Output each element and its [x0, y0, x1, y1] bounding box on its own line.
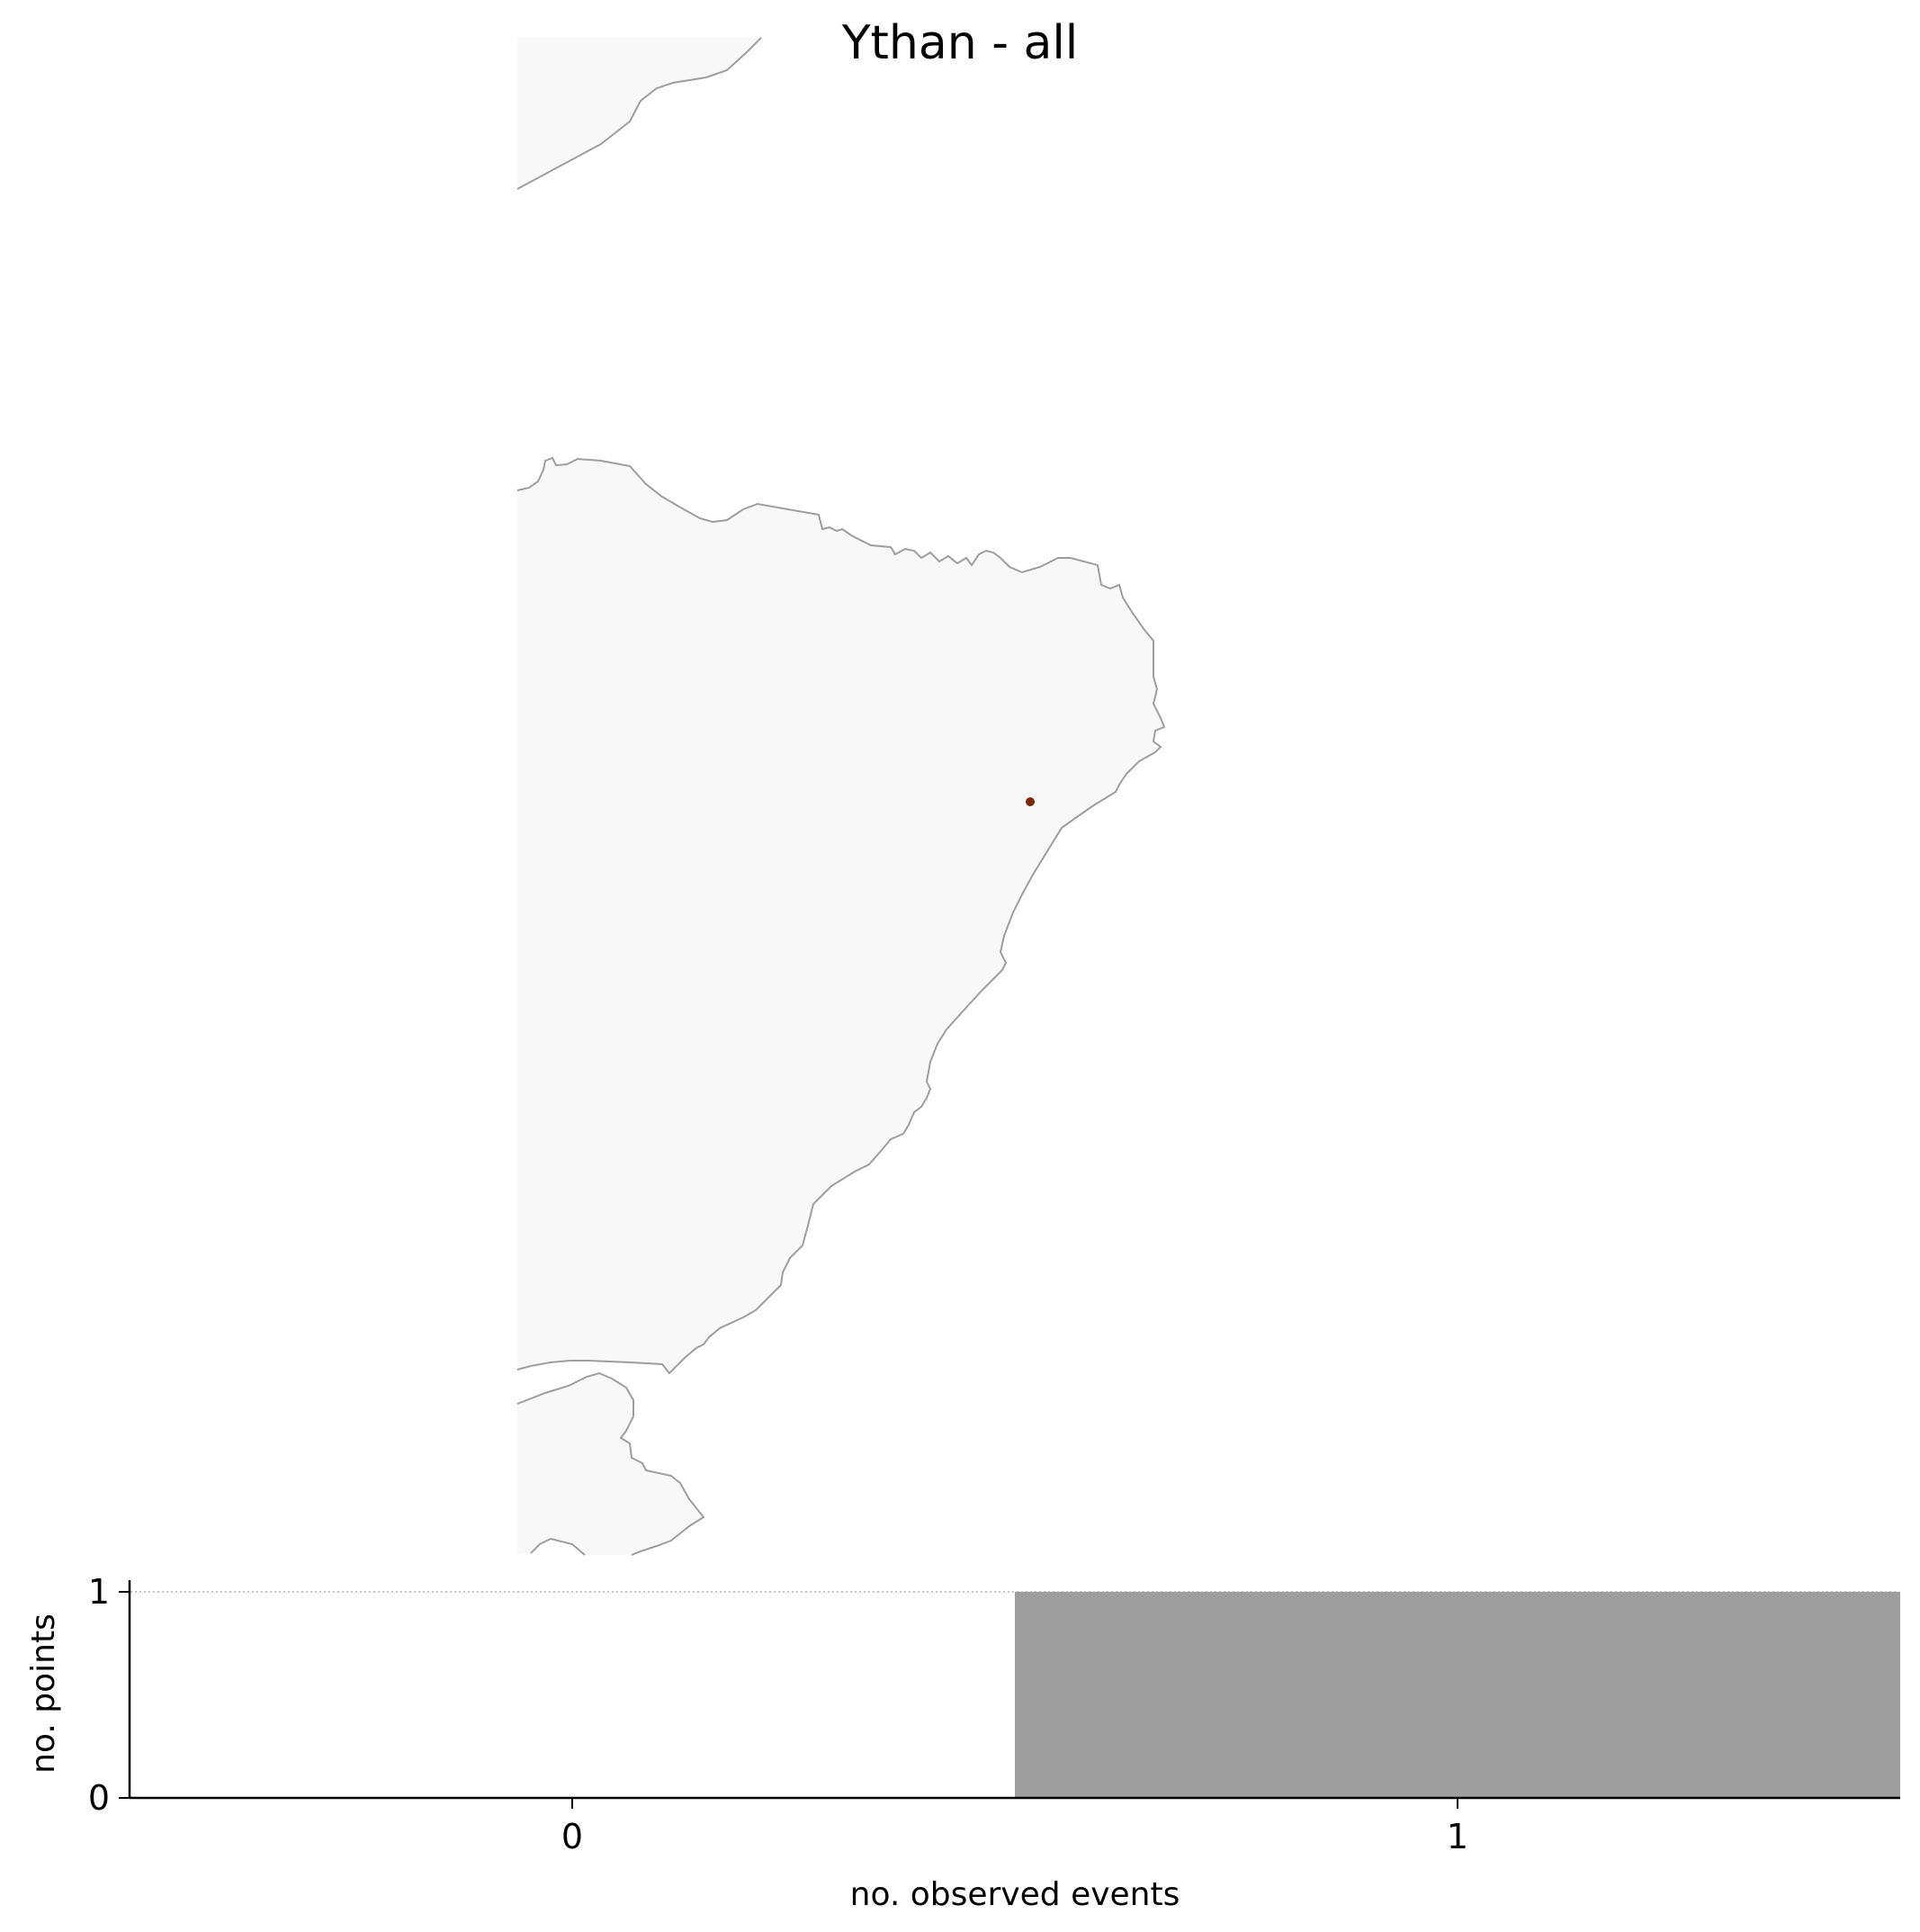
- land-main: [517, 458, 1164, 1373]
- histogram-panel: 0 1 0 1 no. observed events no. points: [25, 1572, 1900, 1913]
- land-south: [517, 1373, 704, 1555]
- x-tick-label: 0: [561, 1817, 583, 1856]
- x-axis-label: no. observed events: [850, 1876, 1180, 1913]
- land-north: [517, 38, 761, 189]
- chart-title: Ythan - all: [841, 16, 1079, 70]
- coastline-main: [516, 456, 1166, 1375]
- y-axis-label: no. points: [25, 1613, 62, 1774]
- site-marker: [1026, 797, 1035, 806]
- coastline-south: [516, 1371, 705, 1556]
- bar-1: [1015, 1592, 1900, 1798]
- coastline-north: [516, 37, 762, 190]
- map-panel: [516, 37, 1166, 1556]
- y-tick-label: 0: [88, 1778, 110, 1818]
- x-tick-label: 1: [1447, 1817, 1468, 1856]
- y-tick-label: 1: [88, 1572, 110, 1612]
